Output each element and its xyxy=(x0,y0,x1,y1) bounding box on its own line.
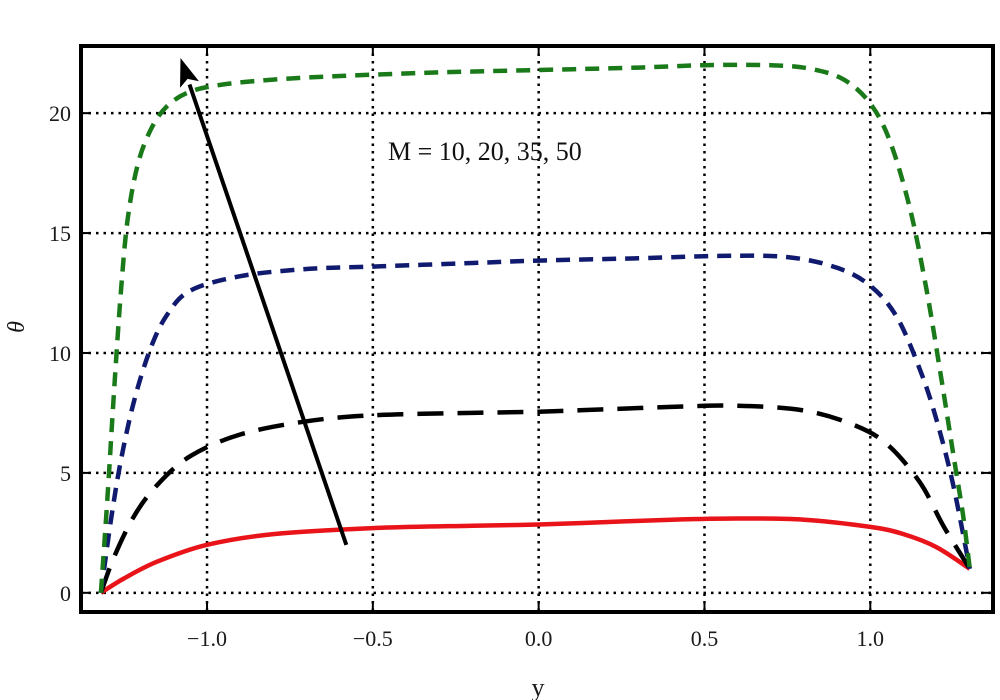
x-tick-label: −0.5 xyxy=(353,626,393,651)
x-tick-label: 0.5 xyxy=(691,626,719,651)
trend-arrow xyxy=(187,83,349,546)
y-tick-label: 15 xyxy=(49,221,71,246)
plot-frame xyxy=(79,44,995,614)
x-axis-label: y xyxy=(532,673,545,700)
y-tick-label: 10 xyxy=(49,341,71,366)
series-line-1 xyxy=(99,516,972,595)
grid xyxy=(81,46,993,612)
y-tick-label: 0 xyxy=(60,581,71,606)
y-tick-label: 5 xyxy=(60,461,71,486)
y-axis-label: θ xyxy=(4,321,30,333)
arrow-group xyxy=(180,57,349,546)
x-tick-label: 0.0 xyxy=(525,626,553,651)
ticks: −1.0 −0.5 0.0 0.5 1.0 0 5 10 15 20 xyxy=(49,46,993,651)
trend-arrow-head xyxy=(180,57,199,88)
x-tick-label: 1.0 xyxy=(857,626,885,651)
series-line-4 xyxy=(98,62,973,593)
annotation-label: M = 10, 20, 35, 50 xyxy=(388,137,582,166)
series-line-3 xyxy=(98,253,973,594)
series-group xyxy=(98,62,973,595)
x-tick-label: −1.0 xyxy=(187,626,227,651)
y-tick-label: 20 xyxy=(49,101,71,126)
series-line-2 xyxy=(98,403,972,594)
